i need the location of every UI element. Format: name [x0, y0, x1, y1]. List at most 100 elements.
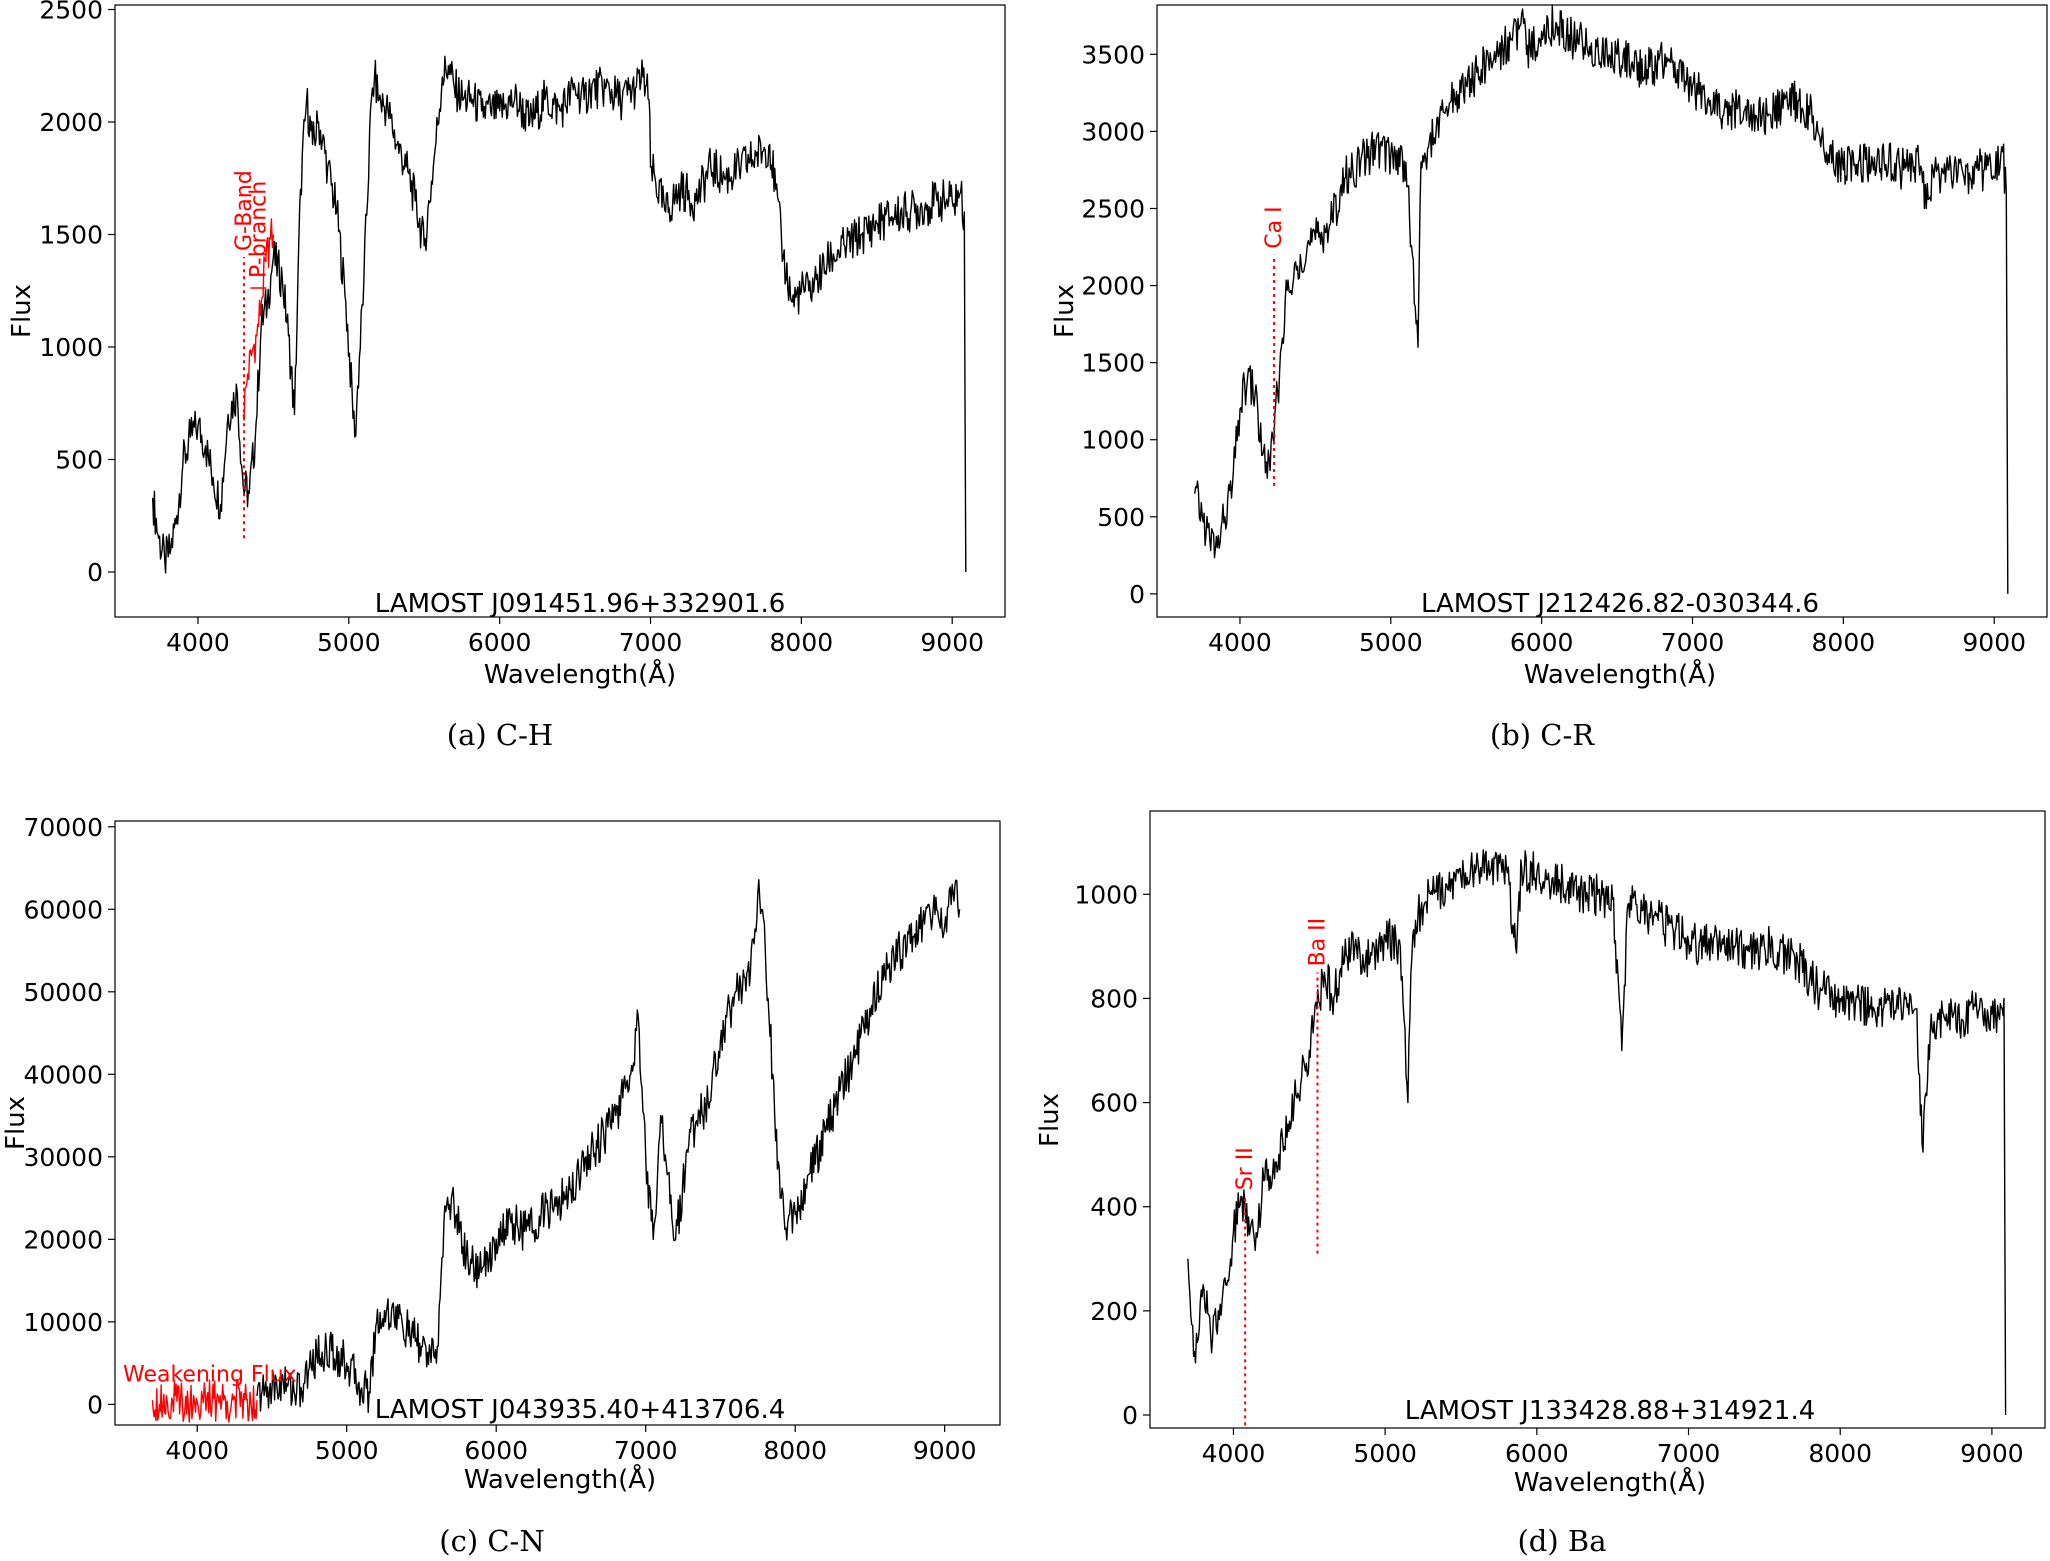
y-tick-label: 70000	[23, 813, 103, 842]
axis-ticks: 4000 5000 6000 7000 8000 9000 0 500 1000 1500 2000…	[1081, 40, 2026, 657]
x-tick-label: 6000	[1505, 1439, 1569, 1468]
chart-title: LAMOST J091451.96+332901.6	[375, 589, 786, 619]
caption: (a) C-H	[447, 718, 553, 752]
y-tick-label: 3500	[1081, 40, 1145, 69]
x-tick-label: 7000	[619, 628, 683, 657]
y-tick-label: 1500	[39, 221, 103, 250]
annotation-group: Weakening Flux	[123, 1362, 297, 1387]
x-tick-label: 5000	[315, 1436, 379, 1465]
series-group	[152, 55, 967, 574]
series-line	[1194, 4, 2009, 594]
y-tick-label: 1500	[1081, 349, 1145, 378]
series-line	[151, 1378, 258, 1423]
y-axis-label: Flux	[7, 284, 37, 338]
plot-frame	[114, 4, 1006, 618]
y-tick-label: 60000	[23, 895, 103, 924]
axis-ticks: 4000 5000 6000 7000 8000 9000 0 200 400 600 800 100…	[1074, 880, 2023, 1468]
series-line	[152, 55, 967, 574]
chart-title: LAMOST J043935.40+413706.4	[375, 1395, 786, 1425]
y-tick-label: 2000	[39, 108, 103, 137]
x-tick-label: 4000	[1202, 1439, 1266, 1468]
y-tick-label: 40000	[23, 1060, 103, 1089]
y-tick-label: 2000	[1081, 272, 1145, 301]
x-tick-label: 9000	[1962, 628, 2026, 657]
annotation-label: Ca I	[1262, 206, 1287, 248]
y-tick-label: 500	[55, 446, 103, 475]
x-axis-label: Wavelength(Å)	[464, 1463, 656, 1495]
y-tick-label: 400	[1090, 1193, 1138, 1222]
y-tick-label: 600	[1090, 1089, 1138, 1118]
plot-frame	[114, 820, 1001, 1426]
annotation-label: Weakening Flux	[123, 1362, 297, 1387]
x-tick-label: 8000	[770, 628, 834, 657]
y-tick-label: 200	[1090, 1297, 1138, 1326]
axis-ticks: 4000 5000 6000 7000 8000 9000 0 500 1000 1500 2000…	[39, 0, 984, 657]
chart-panel-c: 4000 5000 6000 7000 8000 9000 0 10000 20000 30000…	[1, 813, 1001, 1558]
x-tick-label: 9000	[1960, 1439, 2024, 1468]
x-tick-label: 8000	[1808, 1439, 1872, 1468]
chart-panel-d: 4000 5000 6000 7000 8000 9000 0 200 400 600 800 100…	[1035, 810, 2046, 1558]
x-axis-label: Wavelength(Å)	[484, 658, 676, 690]
y-tick-label: 30000	[23, 1143, 103, 1172]
y-tick-label: 800	[1090, 984, 1138, 1013]
chart-title: LAMOST J133428.88+314921.4	[1405, 1396, 1816, 1426]
series-line	[256, 879, 961, 1414]
y-tick-label: 3000	[1081, 117, 1145, 146]
x-tick-label: 4000	[166, 628, 230, 657]
annotation-label: P-branch	[246, 181, 271, 278]
x-tick-label: 7000	[1661, 628, 1725, 657]
x-tick-label: 7000	[1657, 1439, 1721, 1468]
chart-panel-a: 4000 5000 6000 7000 8000 9000 0 500 1000 1500 2000…	[7, 0, 1006, 752]
annotation-label: G-Band	[232, 170, 257, 251]
x-tick-label: 7000	[614, 1436, 678, 1465]
annotation-group: Sr II Ba II	[1233, 918, 1330, 1426]
axis-ticks: 4000 5000 6000 7000 8000 9000 0 10000 20000 30000…	[23, 813, 976, 1465]
x-tick-label: 9000	[920, 628, 984, 657]
plot-frame	[1156, 4, 2048, 618]
series-line	[242, 218, 275, 421]
x-tick-label: 6000	[468, 628, 532, 657]
annotation-group: Ca I	[1262, 206, 1287, 486]
y-tick-label: 2500	[1081, 194, 1145, 223]
y-tick-label: 20000	[23, 1225, 103, 1254]
y-tick-label: 1000	[1074, 880, 1138, 909]
x-tick-label: 5000	[1359, 628, 1423, 657]
y-tick-label: 10000	[23, 1308, 103, 1337]
series-group	[151, 879, 961, 1423]
series-group	[1187, 849, 2007, 1416]
caption: (d) Ba	[1517, 1524, 1606, 1558]
y-tick-label: 0	[1122, 1401, 1138, 1430]
caption: (c) C-N	[439, 1524, 544, 1558]
series-line	[1187, 849, 2007, 1416]
x-tick-label: 9000	[913, 1436, 977, 1465]
x-tick-label: 5000	[1353, 1439, 1417, 1468]
y-axis-label: Flux	[1, 1096, 31, 1150]
y-tick-label: 1000	[1081, 426, 1145, 455]
x-tick-label: 6000	[464, 1436, 528, 1465]
x-tick-label: 4000	[165, 1436, 229, 1465]
chart-panel-b: 4000 5000 6000 7000 8000 9000 0 500 1000 1500 2000…	[1050, 4, 2048, 752]
x-tick-label: 4000	[1208, 628, 1272, 657]
x-axis-label: Wavelength(Å)	[1524, 658, 1716, 690]
y-tick-label: 2500	[39, 0, 103, 25]
chart-title: LAMOST J212426.82-030344.6	[1421, 589, 1819, 619]
caption: (b) C-R	[1490, 718, 1595, 752]
y-tick-label: 0	[1129, 580, 1145, 609]
annotation-label: Sr II	[1233, 1147, 1258, 1190]
y-tick-label: 500	[1097, 503, 1145, 532]
annotation-label: Ba II	[1305, 918, 1330, 967]
x-axis-label: Wavelength(Å)	[1514, 1466, 1706, 1498]
x-tick-label: 8000	[1812, 628, 1876, 657]
x-tick-label: 8000	[763, 1436, 827, 1465]
y-axis-label: Flux	[1035, 1093, 1065, 1147]
x-tick-label: 5000	[317, 628, 381, 657]
y-tick-label: 0	[87, 558, 103, 587]
y-tick-label: 50000	[23, 978, 103, 1007]
y-axis-label: Flux	[1050, 284, 1080, 338]
y-tick-label: 1000	[39, 333, 103, 362]
plot-frame	[1149, 810, 2046, 1429]
x-tick-label: 6000	[1510, 628, 1574, 657]
series-group	[1194, 4, 2009, 594]
